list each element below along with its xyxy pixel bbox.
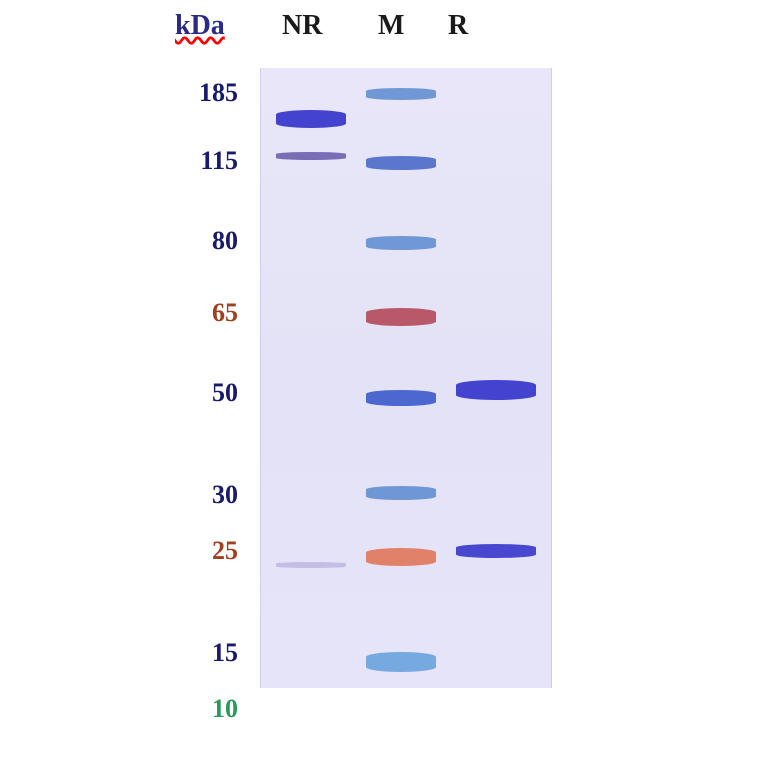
gel-band bbox=[366, 652, 436, 672]
lane-label-r: R bbox=[448, 10, 468, 42]
mw-label: 10 bbox=[178, 694, 238, 724]
lane-label-nr: NR bbox=[282, 10, 322, 42]
mw-label: 30 bbox=[178, 480, 238, 510]
mw-label: 25 bbox=[178, 536, 238, 566]
mw-label: 15 bbox=[178, 638, 238, 668]
gel-band bbox=[276, 110, 346, 128]
mw-label: 50 bbox=[178, 378, 238, 408]
mw-label: 185 bbox=[178, 78, 238, 108]
gel-band bbox=[366, 236, 436, 250]
gel-band bbox=[276, 562, 346, 568]
unit-label: kDa bbox=[175, 10, 225, 42]
mw-label: 65 bbox=[178, 298, 238, 328]
gel-band bbox=[366, 308, 436, 326]
gel-area bbox=[260, 68, 552, 688]
gel-band bbox=[366, 390, 436, 406]
gel-band bbox=[366, 88, 436, 100]
gel-band bbox=[456, 380, 536, 400]
gel-image-container: kDa NR M R 185 115 80 65 50 30 25 15 10 bbox=[0, 0, 764, 764]
gel-band bbox=[366, 156, 436, 170]
gel-band bbox=[366, 486, 436, 500]
gel-band bbox=[276, 152, 346, 160]
gel-band bbox=[456, 544, 536, 558]
gel-band bbox=[366, 548, 436, 566]
mw-label: 115 bbox=[178, 146, 238, 176]
lane-label-m: M bbox=[378, 10, 404, 42]
mw-label: 80 bbox=[178, 226, 238, 256]
